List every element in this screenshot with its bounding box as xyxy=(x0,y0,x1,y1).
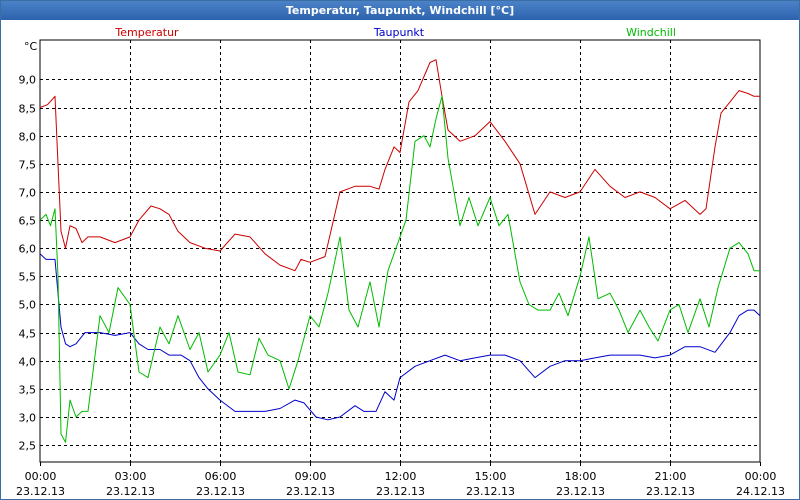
x-tick-date-label: 24.12.13 xyxy=(736,485,785,498)
x-tick-time-label: 03:00 xyxy=(115,470,147,483)
y-tick-label: 6,5 xyxy=(19,215,37,228)
x-tick-date-label: 23.12.13 xyxy=(466,485,515,498)
y-tick-label: 8,0 xyxy=(19,131,37,144)
x-tick-time-label: 00:00 xyxy=(25,470,57,483)
y-axis-label: °C xyxy=(24,40,38,53)
y-axis: 2,5 3,0 3,5 4,0 4,5 5,0 5,5 6,0 6,5 7,0 7,5 8,0 8,5 9… xyxy=(19,74,37,453)
series-line-taupunkt xyxy=(39,253,761,421)
x-tick-date-label: 23.12.13 xyxy=(106,485,155,498)
x-tick-time-label: 15:00 xyxy=(475,470,507,483)
grid-lines xyxy=(39,39,761,463)
y-tick-label: 9,0 xyxy=(19,74,37,87)
legend-entry-windchill: Windchill xyxy=(626,26,676,39)
x-tick-time-label: 12:00 xyxy=(385,470,417,483)
x-tick-date-label: 23.12.13 xyxy=(376,485,425,498)
y-tick-label: 2,5 xyxy=(19,440,37,453)
y-tick-label: 7,0 xyxy=(19,187,37,200)
y-tick-label: 3,0 xyxy=(19,412,37,425)
y-tick-label: 4,0 xyxy=(19,356,37,369)
x-tick-time-label: 18:00 xyxy=(565,470,597,483)
x-axis: 00:00 23.12.13 03:00 23.12.13 06:00 23.12.13 0… xyxy=(16,462,785,498)
y-tick-label: 6,0 xyxy=(19,243,37,256)
y-tick-label: 3,5 xyxy=(19,384,37,397)
legend: Temperatur Taupunkt Windchill xyxy=(114,26,676,39)
chart-title: Temperatur, Taupunkt, Windchill [°C] xyxy=(1,1,799,20)
x-tick-date-label: 23.12.13 xyxy=(646,485,695,498)
y-tick-label: 8,5 xyxy=(19,103,37,116)
x-tick-time-label: 21:00 xyxy=(655,470,687,483)
x-tick-date-label: 23.12.13 xyxy=(286,485,335,498)
series-line-temperatur xyxy=(39,59,760,272)
x-tick-time-label: 06:00 xyxy=(205,470,237,483)
y-tick-label: 7,5 xyxy=(19,159,37,172)
y-tick-label: 4,5 xyxy=(19,328,37,341)
x-tick-date-label: 23.12.13 xyxy=(16,485,65,498)
y-tick-label: 5,5 xyxy=(19,271,37,284)
x-tick-date-label: 23.12.13 xyxy=(556,485,605,498)
series-line-windchill xyxy=(39,95,760,443)
legend-entry-taupunkt: Taupunkt xyxy=(373,26,425,39)
x-tick-time-label: 09:00 xyxy=(295,470,327,483)
legend-entry-temperatur: Temperatur xyxy=(114,26,179,39)
y-tick-label: 5,0 xyxy=(19,299,37,312)
series-lines xyxy=(39,59,761,443)
x-tick-date-label: 23.12.13 xyxy=(196,485,245,498)
x-tick-time-label: 00:00 xyxy=(745,470,777,483)
